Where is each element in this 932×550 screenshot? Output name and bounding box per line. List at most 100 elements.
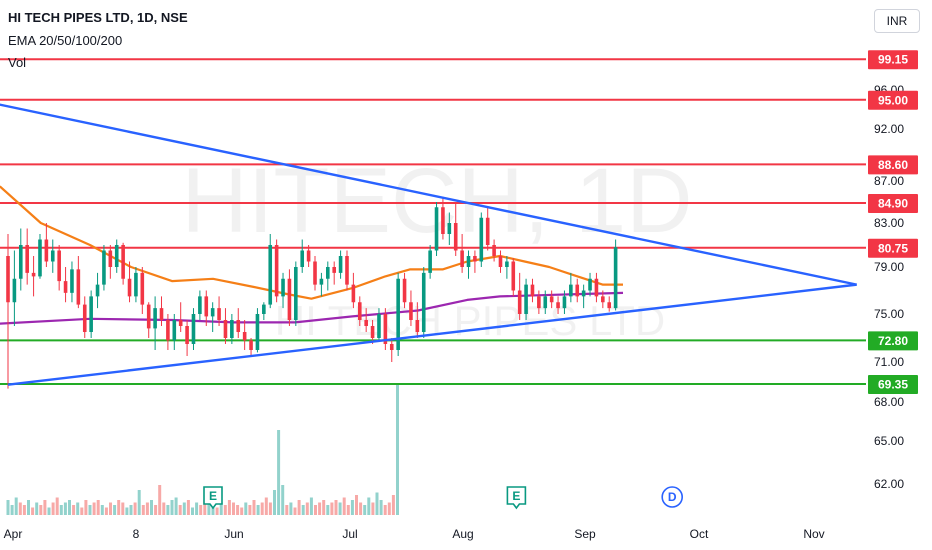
level-badge — [868, 375, 918, 394]
candle-body — [530, 284, 535, 297]
volume-bar — [256, 505, 260, 515]
volume-bar — [80, 507, 84, 515]
candle-body — [466, 256, 471, 267]
volume-bar — [113, 505, 117, 515]
trendlines[interactable] — [0, 103, 857, 386]
price-axis[interactable]: 62.00 65.00 68.00 71.00 75.00 79.00 83.00 87.00… — [874, 83, 904, 491]
volume-bar — [109, 502, 112, 515]
candle-body — [607, 302, 612, 309]
volume-bar — [293, 507, 297, 515]
volume-bar — [166, 505, 170, 515]
level-badge — [868, 155, 918, 175]
candle-body — [549, 296, 554, 303]
dividend-marker — [661, 486, 684, 508]
volume-bars — [6, 385, 399, 515]
volume-bar — [199, 505, 203, 515]
volume-bar — [6, 500, 10, 515]
level-badge-label: 84.90 — [878, 197, 908, 211]
candle-body — [409, 302, 413, 320]
candle-body — [89, 296, 93, 332]
candle-body — [146, 304, 151, 329]
candle-body — [134, 272, 138, 297]
candle-body — [70, 269, 74, 293]
volume-bar — [162, 502, 166, 515]
volume-bar — [252, 500, 256, 515]
volume-bar — [68, 500, 71, 515]
earnings-marker-label: E — [209, 489, 217, 503]
candle-body — [377, 314, 381, 338]
y-tick-label: 87.00 — [874, 174, 904, 188]
level-badge-label: 99.15 — [878, 53, 908, 67]
volume-bar — [227, 500, 231, 515]
volume-bar — [100, 505, 104, 515]
volume-bar — [264, 497, 268, 515]
candle-body — [569, 284, 573, 297]
volume-bar — [309, 497, 313, 515]
time-axis[interactable]: Apr 8 Jun Jul Aug Sep Oct Nov — [4, 527, 825, 541]
x-tick-label: Oct — [690, 527, 709, 541]
candle-body — [121, 245, 125, 279]
candle-body — [524, 284, 528, 314]
volume-bar — [182, 502, 186, 515]
candle-body — [6, 256, 10, 303]
x-tick-label: 8 — [133, 527, 140, 541]
candle-body — [191, 314, 196, 344]
horizontal-levels[interactable] — [0, 58, 866, 385]
candle-body — [153, 308, 157, 329]
volume-bar — [355, 495, 358, 515]
candle-body — [594, 278, 599, 297]
currency-button[interactable]: INR — [874, 9, 920, 33]
candle-body — [434, 207, 439, 251]
volume-bar — [334, 500, 338, 515]
candlesticks — [6, 196, 618, 389]
candle-body — [537, 296, 541, 309]
candle-body — [57, 250, 61, 282]
volume-bar — [84, 500, 88, 515]
volume-bar — [379, 500, 383, 515]
trendline-upper — [0, 103, 857, 286]
volume-bar — [281, 485, 285, 515]
candle-body — [249, 340, 253, 350]
volume-bar — [145, 502, 149, 515]
candle-body — [12, 278, 17, 303]
candle-body — [31, 272, 36, 277]
volume-bar — [125, 507, 129, 515]
candle-body — [383, 314, 388, 344]
candle-body — [140, 272, 145, 305]
volume-bar — [318, 502, 322, 515]
x-tick-label: Jul — [342, 527, 357, 541]
volume-bar — [375, 492, 379, 515]
indicator-legend-ema[interactable]: EMA 20/50/100/200 — [8, 33, 123, 48]
symbol-title[interactable]: HI TECH PIPES LTD, 1D, NSE — [8, 10, 188, 25]
volume-bar — [195, 502, 199, 515]
volume-bar — [260, 502, 264, 515]
volume-bar — [129, 505, 133, 515]
candle-body — [396, 278, 400, 350]
volume-bar — [158, 485, 162, 515]
volume-bar — [137, 490, 141, 515]
level-badge — [868, 194, 918, 214]
y-tick-label: 75.00 — [874, 307, 904, 321]
earnings-marker — [203, 486, 223, 510]
x-tick-label: Nov — [803, 527, 824, 541]
volume-bar — [387, 502, 391, 515]
volume-bar — [215, 507, 219, 515]
volume-bar — [223, 505, 227, 515]
candle-body — [402, 278, 407, 303]
y-tick-label: 92.00 — [874, 122, 904, 136]
volume-bar — [326, 505, 330, 515]
x-tick-label: Aug — [452, 527, 473, 541]
volume-bar — [96, 500, 100, 515]
candle-body — [575, 284, 580, 297]
volume-bar — [367, 497, 371, 515]
candle-body — [460, 250, 464, 267]
level-badge — [868, 90, 918, 110]
candle-body — [287, 278, 292, 320]
y-tick-label: 79.00 — [874, 260, 904, 274]
candle-body — [217, 308, 221, 320]
indicator-legend-volume[interactable]: Vol — [8, 55, 27, 70]
volume-bar — [88, 505, 92, 515]
volume-bar — [363, 505, 367, 515]
